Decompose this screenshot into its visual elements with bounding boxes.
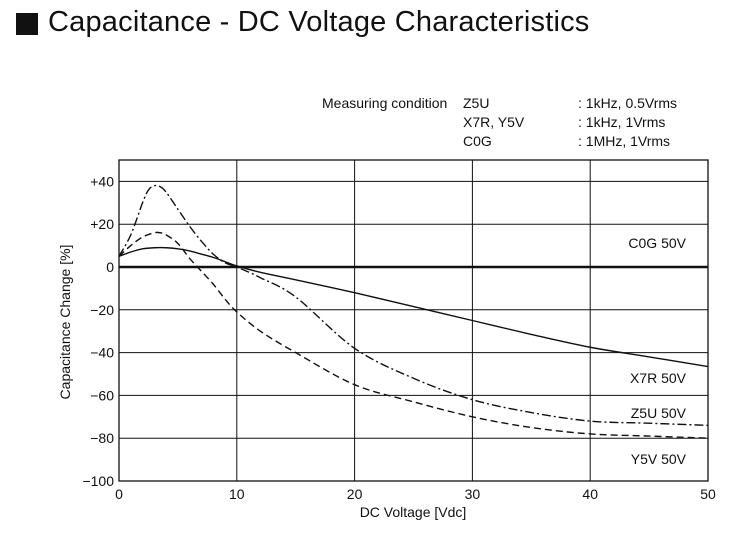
series-lines [118,184,709,439]
y-tick-label: −20 [90,302,114,318]
y-axis-ticks: +40 +20 0 −20 −40 −60 −80 −100 [82,173,114,489]
measuring-condition: Measuring condition Z5U : 1kHz, 0.5Vrms … [322,95,677,149]
series-label-y5v-50v: Y5V 50V [631,451,687,467]
plot-area-frame [118,159,709,482]
measuring-condition-label: Measuring condition [322,95,447,111]
gridlines [119,160,708,482]
chart-heading-text: Capacitance - DC Voltage Characteristics [48,6,590,38]
x-tick-label: 40 [582,486,598,502]
series-label-z5u-50v: Z5U 50V [631,405,687,421]
y-tick-label: −100 [82,473,114,489]
x-tick-label: 50 [700,486,716,502]
condition-value-x7r-y5v: : 1kHz, 1Vrms [578,114,665,130]
x-tick-label: 10 [229,486,245,502]
y-tick-label: 0 [106,259,114,275]
x-tick-label: 0 [115,486,123,502]
condition-type-c0g: C0G [463,133,492,149]
y-axis-label: Capacitance Change [%] [57,245,73,400]
series-line-x7r-50v [118,246,709,368]
series-label-c0g-50v: C0G 50V [628,235,686,251]
chart-heading: Capacitance - DC Voltage Characteristics [16,6,590,39]
x-axis-ticks: 0 10 20 30 40 50 [115,486,716,502]
condition-value-z5u: : 1kHz, 0.5Vrms [578,95,677,111]
x-tick-label: 30 [465,486,481,502]
y-tick-label: −60 [90,387,114,403]
y-tick-label: −80 [90,430,114,446]
condition-value-c0g: : 1MHz, 1Vrms [578,133,670,149]
y-tick-label: +20 [90,216,114,232]
y-tick-label: −40 [90,345,114,361]
series-line-y5v-50v [118,231,709,439]
x-tick-label: 20 [347,486,363,502]
condition-type-z5u: Z5U [463,95,489,111]
black-square-icon [16,12,38,35]
y-tick-label: +40 [90,173,114,189]
series-label-x7r-50v: X7R 50V [630,370,687,386]
x-axis-label: DC Voltage [Vdc] [360,504,467,520]
series-line-z5u-50v [118,184,709,427]
condition-type-x7r-y5v: X7R, Y5V [463,114,525,130]
